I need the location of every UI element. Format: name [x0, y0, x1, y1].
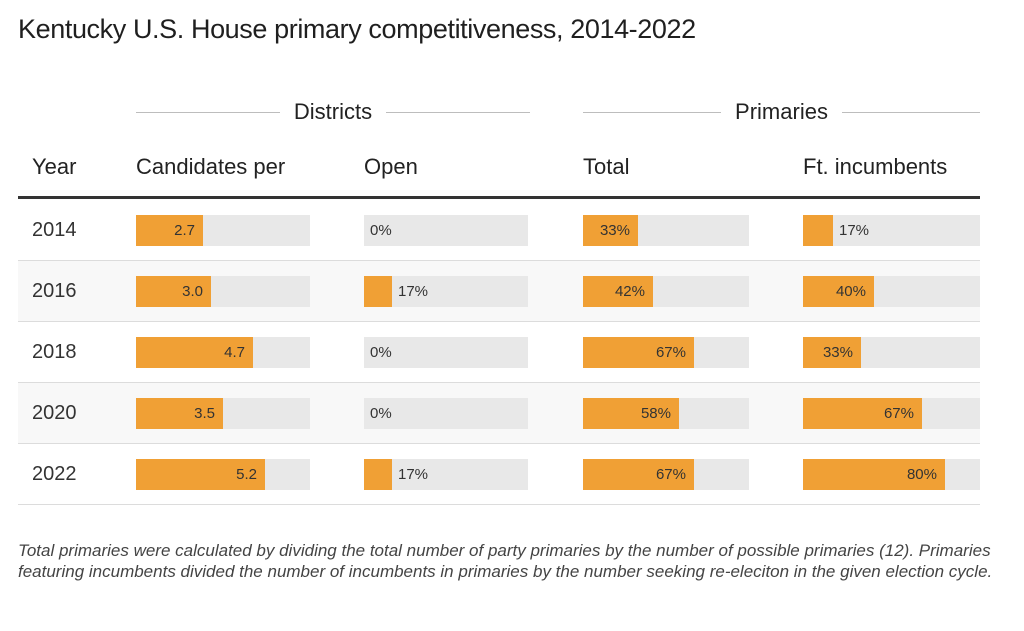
total-bar-track: 67%: [583, 459, 749, 490]
group-label-primaries: Primaries: [735, 99, 828, 124]
total-bar: [583, 215, 638, 246]
incumbents-bar: [803, 398, 922, 429]
open-bar: [364, 459, 392, 490]
year-cell: 2018: [32, 341, 77, 363]
open-bar-track: 0%: [364, 337, 528, 368]
header-divider: [18, 196, 980, 199]
total-bar: [583, 398, 679, 429]
total-value-label: 58%: [640, 405, 671, 422]
incumbents-bar: [803, 215, 833, 246]
candidates-bar-track: 4.7: [136, 337, 310, 368]
open-bar-track: 0%: [364, 398, 528, 429]
open-bar-track: 17%: [364, 459, 528, 490]
footnote: Total primaries were calculated by divid…: [18, 541, 993, 581]
incumbents-bar: [803, 459, 945, 490]
candidates-value-label: 3.5: [194, 405, 215, 422]
total-bar: [583, 459, 694, 490]
candidates-bar-track: 3.5: [136, 398, 310, 429]
total-value-label: 67%: [655, 344, 686, 361]
column-header-total: Total: [583, 154, 630, 179]
year-cell: 2022: [32, 463, 77, 485]
open-value-label: 0%: [370, 344, 392, 361]
incumbents-bar-track: 33%: [803, 337, 980, 368]
total-value-label: 33%: [599, 222, 630, 239]
incumbents-bar-track: 80%: [803, 459, 980, 490]
table-row: 2016 3.0 17% 42% 40%: [18, 261, 980, 322]
incumbents-bar: [803, 276, 874, 307]
incumbents-bar-track: 40%: [803, 276, 980, 307]
year-cell: 2020: [32, 402, 77, 424]
group-header-districts: Districts: [136, 98, 530, 126]
total-bar-track: 42%: [583, 276, 749, 307]
group-rule-left: [136, 111, 280, 113]
candidates-bar: [136, 215, 203, 246]
year-cell: 2016: [32, 280, 77, 302]
column-header-candidates: Candidates per: [136, 154, 286, 179]
group-rule-right: [841, 111, 980, 113]
incumbents-value-label: 17%: [839, 222, 870, 239]
total-bar-track: 67%: [583, 337, 749, 368]
group-label-districts: Districts: [293, 99, 373, 124]
candidates-bar-track: 3.0: [136, 276, 310, 307]
incumbents-value-label: 80%: [906, 466, 937, 483]
open-bar: [364, 276, 392, 307]
table-row: 2018 4.7 0% 67% 33%: [18, 322, 980, 383]
column-header-incumbents: Ft. incumbents: [803, 154, 948, 179]
incumbents-value-label: 67%: [883, 405, 914, 422]
candidates-value-label: 2.7: [174, 222, 195, 239]
open-value-label: 17%: [398, 283, 429, 300]
total-bar: [583, 276, 653, 307]
chart-title: Kentucky U.S. House primary competitiven…: [18, 14, 696, 44]
open-value-label: 17%: [398, 466, 429, 483]
total-bar-track: 58%: [583, 398, 749, 429]
table-row: 2014 2.7 0% 33% 17%: [18, 200, 980, 261]
column-header-year: Year: [32, 154, 77, 179]
candidates-bar: [136, 398, 223, 429]
table-row: 2022 5.2 17% 67% 80%: [18, 444, 980, 505]
candidates-value-label: 4.7: [224, 344, 245, 361]
incumbents-bar-track: 67%: [803, 398, 980, 429]
total-bar: [583, 337, 694, 368]
year-cell: 2014: [32, 219, 77, 241]
open-bar-track: 0%: [364, 215, 528, 246]
candidates-bar: [136, 337, 253, 368]
incumbents-value-label: 33%: [822, 344, 853, 361]
candidates-bar: [136, 459, 265, 490]
open-value-label: 0%: [370, 405, 392, 422]
column-header-open: Open: [364, 154, 418, 179]
incumbents-bar-track: 17%: [803, 215, 980, 246]
table-row: 2020 3.5 0% 58% 67%: [18, 383, 980, 444]
incumbents-bar: [803, 337, 861, 368]
total-value-label: 67%: [655, 466, 686, 483]
candidates-bar: [136, 276, 211, 307]
candidates-value-label: 3.0: [182, 283, 203, 300]
candidates-bar-track: 2.7: [136, 215, 310, 246]
candidates-value-label: 5.2: [236, 466, 257, 483]
group-header-primaries: Primaries: [583, 98, 980, 126]
total-value-label: 42%: [614, 283, 645, 300]
open-value-label: 0%: [370, 222, 392, 239]
group-rule-left: [583, 111, 722, 113]
total-bar-track: 33%: [583, 215, 749, 246]
group-rule-right: [386, 111, 530, 113]
candidates-bar-track: 5.2: [136, 459, 310, 490]
incumbents-value-label: 40%: [835, 283, 866, 300]
open-bar-track: 17%: [364, 276, 528, 307]
